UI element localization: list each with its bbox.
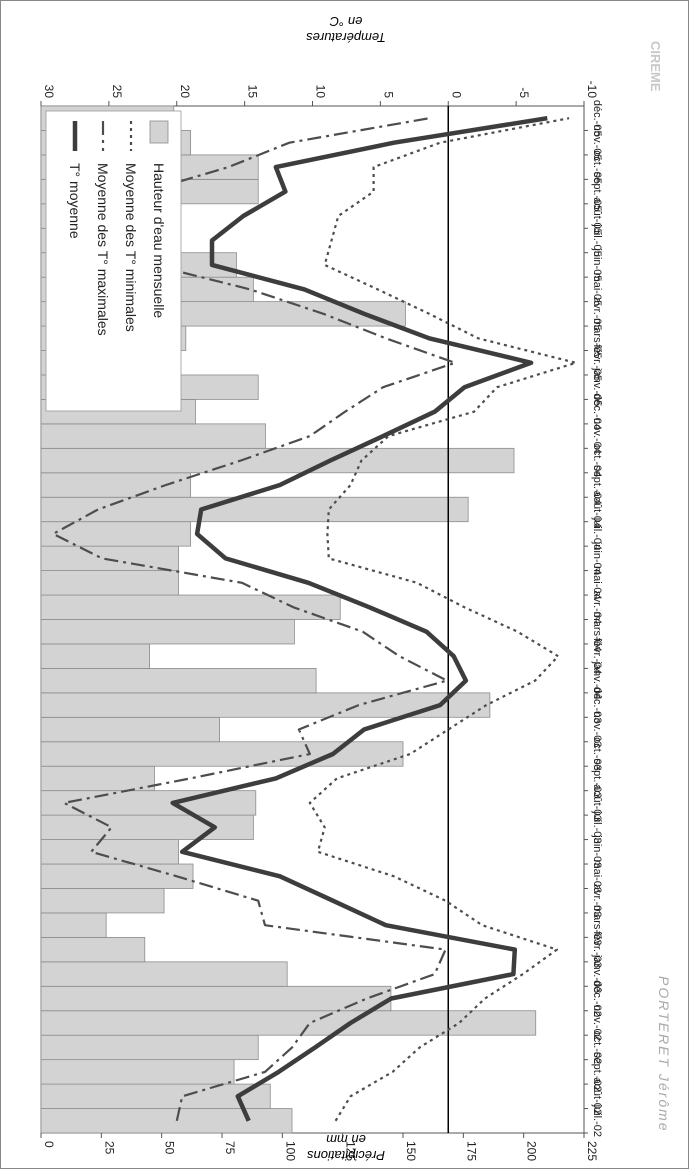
precip-tick-label: 100 [283, 1141, 297, 1161]
month-axis: juil.-02août-02sept.-02oct.-02nov.-02déc… [584, 100, 603, 1137]
legend: Hauteur d'eau mensuelle Moyenne des T° mi… [46, 111, 181, 411]
precipitation-axis-title: Précipitations [306, 1148, 385, 1163]
bar-juil.-02 [41, 1109, 292, 1133]
bar-mai-04 [41, 571, 179, 595]
bar-juil.-03 [41, 815, 253, 839]
temp-tick-label: 0 [449, 91, 463, 98]
bar-mai-03 [41, 864, 193, 888]
temperature-axis: -10 -5 0 5 10 15 20 25 30 [41, 81, 599, 106]
temp-tick-label: 20 [178, 85, 192, 99]
legend-label: T° moyenne [67, 163, 83, 239]
bar-juin-04 [41, 546, 179, 570]
bar-févr.-04 [41, 644, 150, 668]
bar-sept.-02 [41, 1060, 234, 1084]
cireme-logo: CIREME [648, 41, 663, 92]
credit: PORTERET Jérôme [656, 976, 672, 1133]
bar-oct.-04 [41, 448, 514, 472]
author-credit: PORTERET Jérôme [656, 976, 672, 1133]
legend-label: Hauteur d'eau mensuelle [151, 163, 167, 318]
bar-mars-03 [41, 913, 106, 937]
bar-avr.-03 [41, 888, 164, 912]
bar-juin-03 [41, 840, 179, 864]
precip-tick-label: 50 [163, 1141, 177, 1155]
logo-text: CIREME [648, 41, 663, 92]
temp-tick-label: -5 [517, 87, 531, 98]
temp-tick-label: 25 [110, 85, 124, 99]
legend-body: Hauteur d'eau mensuelle Moyenne des T° mi… [46, 111, 181, 411]
bar-janv.-03 [41, 962, 287, 986]
bar-sept.-03 [41, 766, 154, 790]
bar-mars-04 [41, 620, 294, 644]
bar-janv.-04 [41, 668, 316, 692]
temp-tick-label: 30 [42, 85, 56, 99]
temperature-axis-unit: en °C [329, 14, 362, 29]
bar-déc.-03 [41, 693, 490, 717]
precip-tick-label: 0 [42, 1141, 56, 1148]
legend-swatch-bar [150, 121, 168, 143]
month-label: déc.-05 [591, 100, 603, 137]
bar-août-03 [41, 791, 256, 815]
precip-tick-label: 200 [525, 1141, 539, 1161]
temperature-axis-title: Températures [306, 30, 386, 45]
bar-déc.-02 [41, 986, 391, 1010]
precipitation-axis-unit: en mm [326, 1132, 366, 1147]
temp-tick-label: 15 [246, 85, 260, 99]
temp-tick-label: 10 [314, 85, 328, 99]
temp-tick-label: 5 [381, 91, 395, 98]
bar-nov.-03 [41, 717, 220, 741]
bar-juil.-04 [41, 522, 191, 546]
temp-tick-label: -10 [585, 81, 599, 99]
bar-févr.-03 [41, 937, 145, 961]
bar-nov.-02 [41, 1011, 536, 1035]
precip-tick-label: 150 [404, 1141, 418, 1161]
bar-oct.-03 [41, 742, 403, 766]
precip-tick-label: 225 [585, 1141, 599, 1161]
bar-nov.-04 [41, 424, 265, 448]
legend-label: Moyenne des T° maximales [95, 163, 111, 336]
precip-tick-label: 75 [223, 1141, 237, 1155]
bar-oct.-02 [41, 1035, 258, 1059]
legend-label: Moyenne des T° minimales [123, 163, 139, 332]
bar-août-04 [41, 497, 468, 521]
precip-tick-label: 175 [464, 1141, 478, 1161]
precip-tick-label: 25 [102, 1141, 116, 1155]
